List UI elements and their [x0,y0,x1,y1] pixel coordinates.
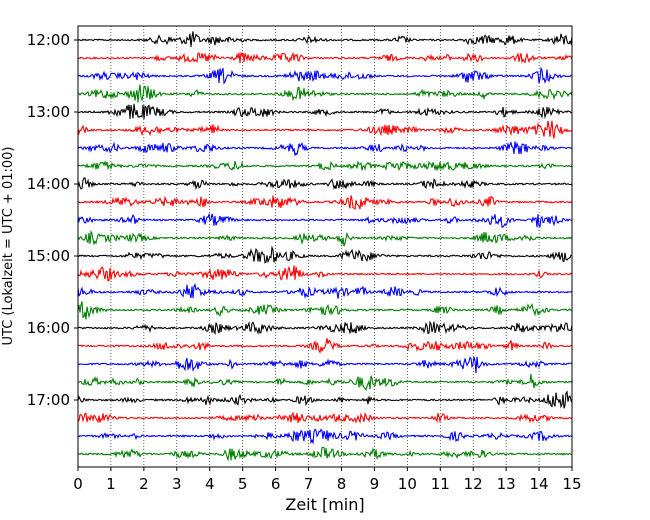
x-tick-label: 6 [271,475,281,493]
trace-line [77,373,573,391]
trace-line [77,265,573,282]
trace-line [77,66,573,85]
trace-line [77,229,573,247]
trace-line [77,195,573,210]
x-tick-label: 13 [497,475,516,493]
y-tick-label: 15:00 [27,247,70,265]
trace-line [77,428,573,445]
trace-line [77,390,573,409]
trace-line [77,31,573,47]
trace-line [77,51,573,64]
trace-line [77,356,573,374]
y-tick-label: 13:00 [27,103,70,121]
x-tick-label: 1 [106,475,116,493]
trace-line [77,245,573,264]
x-tick-label: 3 [172,475,182,493]
x-tick-label: 8 [337,475,347,493]
x-tick-label: 7 [304,475,314,493]
x-tick-label: 11 [431,475,450,493]
x-tick-label: 14 [530,475,549,493]
trace-line [77,301,573,320]
y-axis-label: UTC (Lokalzeit = UTC + 01:00) [1,147,16,346]
x-axis-label: Zeit [min] [285,495,364,514]
plot-frame [77,25,573,468]
trace-line [77,120,573,139]
y-tick-label: 12:00 [27,31,70,49]
trace-line [77,103,573,120]
x-tick-label: 9 [370,475,380,493]
y-tick-label: 16:00 [27,319,70,337]
trace-line [77,160,573,172]
x-axis: 0 1 2 3 4 5 6 7 8 9 10 11 12 13 14 15 [73,467,582,493]
x-tick-label: 2 [139,475,149,493]
x-tick-label: 10 [398,475,417,493]
trace-line [77,446,573,462]
seismogram-traces [77,31,573,462]
x-tick-label: 5 [238,475,248,493]
trace-line [77,212,573,228]
x-tick-label: 12 [464,475,483,493]
trace-line [77,177,573,191]
x-tick-label: 15 [562,475,581,493]
y-tick-label: 14:00 [27,175,70,193]
x-tick-label: 0 [73,475,83,493]
trace-line [77,141,573,157]
trace-line [77,320,573,336]
trace-line [77,411,573,424]
trace-line [77,338,573,354]
y-axis: 12:00 13:00 14:00 15:00 16:00 17:00 [27,31,78,409]
trace-line [77,283,573,299]
trace-line [77,84,573,103]
y-tick-label: 17:00 [27,391,70,409]
x-tick-label: 4 [205,475,215,493]
